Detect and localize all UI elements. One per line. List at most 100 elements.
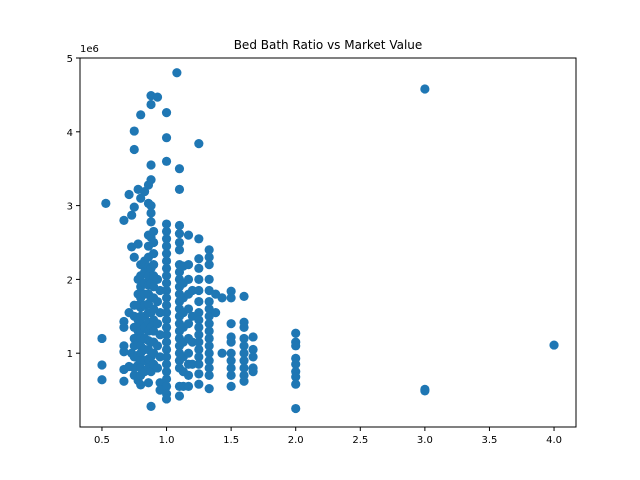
scatter-point [183, 348, 194, 358]
x-axis: 0.5 1.0 1.5 2.0 2.5 3.0 3.5 4.0 [94, 427, 562, 446]
scatter-point [161, 308, 172, 318]
scatter-point [204, 384, 214, 394]
scatter-point [204, 319, 214, 329]
data-points [97, 68, 559, 414]
scatter-point [119, 347, 129, 357]
scatter-point [146, 175, 156, 185]
y-tick-label: 2 [67, 275, 73, 286]
scatter-point [183, 304, 194, 314]
scatter-point [152, 296, 163, 307]
scatter-point [194, 234, 204, 244]
scatter-point [194, 352, 204, 362]
scatter-point [161, 359, 172, 369]
scatter-point [174, 184, 185, 194]
scatter-point [161, 381, 172, 392]
scatter-point [187, 337, 197, 347]
scatter-point [291, 359, 301, 369]
scatter-point [155, 308, 165, 318]
scatter-point [204, 363, 214, 373]
scatter-point [161, 322, 172, 332]
scatter-point [161, 330, 172, 340]
scatter-point [129, 126, 139, 136]
x-tick-label: 2.5 [352, 435, 368, 446]
scatter-point [143, 378, 154, 388]
scatter-point [161, 315, 172, 325]
x-tick-label: 2.0 [288, 435, 304, 446]
scatter-point [161, 271, 172, 281]
scatter-point [161, 234, 172, 244]
scatter-point [194, 285, 204, 296]
scatter-point [204, 252, 214, 262]
scatter-point [549, 340, 559, 350]
scatter-point [183, 370, 194, 380]
scatter-point [139, 186, 150, 197]
x-tick-label: 3.5 [482, 435, 498, 446]
scatter-point [124, 189, 134, 200]
scatter-point [161, 133, 172, 143]
scatter-point [149, 226, 159, 237]
scatter-point [239, 348, 249, 358]
scatter-point [194, 359, 204, 369]
scatter-point [204, 370, 214, 380]
scatter-point [161, 219, 172, 229]
scatter-point [152, 274, 163, 284]
scatter-point [248, 367, 258, 377]
scatter-point [161, 300, 172, 310]
scatter-point [146, 217, 156, 227]
y-tick-label: 5 [67, 54, 73, 65]
scatter-point [194, 322, 204, 332]
scatter-point [161, 394, 172, 404]
scatter-point [217, 348, 227, 358]
scatter-point [226, 286, 236, 296]
scatter-point [194, 379, 204, 389]
scatter-point [97, 360, 107, 370]
scatter-point [204, 260, 214, 270]
scatter-point [239, 355, 249, 366]
scatter-point [136, 193, 146, 203]
scatter-point [211, 308, 221, 318]
scatter-point [152, 92, 163, 102]
scatter-point [155, 285, 165, 296]
scatter-point [183, 230, 194, 240]
scatter-point [291, 403, 301, 414]
scatter-point [133, 239, 143, 249]
scatter-point [161, 374, 172, 384]
scatter-point [127, 210, 137, 220]
scatter-point [204, 326, 214, 336]
y-axis: 1 2 3 4 5 [67, 54, 80, 360]
scatter-point [183, 319, 194, 329]
scatter-point [97, 375, 107, 385]
scatter-point [226, 381, 236, 392]
scatter-point [204, 274, 214, 284]
scatter-point [226, 355, 236, 366]
scatter-point [291, 328, 301, 338]
scatter-point [146, 201, 156, 211]
scatter-point [146, 160, 156, 170]
scatter-point [239, 322, 249, 332]
scatter-point [136, 110, 146, 120]
scatter-point [161, 285, 172, 296]
scatter-point [161, 241, 172, 251]
scatter-point [217, 293, 227, 303]
scatter-point [183, 274, 194, 284]
scatter-point [174, 164, 185, 174]
scatter-point [129, 144, 139, 155]
scatter-point [119, 322, 129, 332]
x-tick-label: 4.0 [546, 435, 562, 446]
scatter-point [161, 344, 172, 355]
scatter-point [161, 263, 172, 273]
scatter-point [239, 291, 249, 301]
scatter-point [226, 370, 236, 380]
scatter-point [204, 355, 214, 366]
scatter-point [161, 156, 172, 166]
x-tick-label: 1.0 [159, 435, 175, 446]
scatter-point [226, 337, 236, 347]
scatter-point [161, 248, 172, 259]
scatter-point [146, 99, 156, 110]
scatter-point [226, 363, 236, 373]
scatter-point [97, 333, 107, 344]
scatter-point [119, 376, 129, 386]
scatter-point [226, 319, 236, 329]
scatter-point [194, 263, 204, 273]
plot-frame [79, 57, 577, 428]
